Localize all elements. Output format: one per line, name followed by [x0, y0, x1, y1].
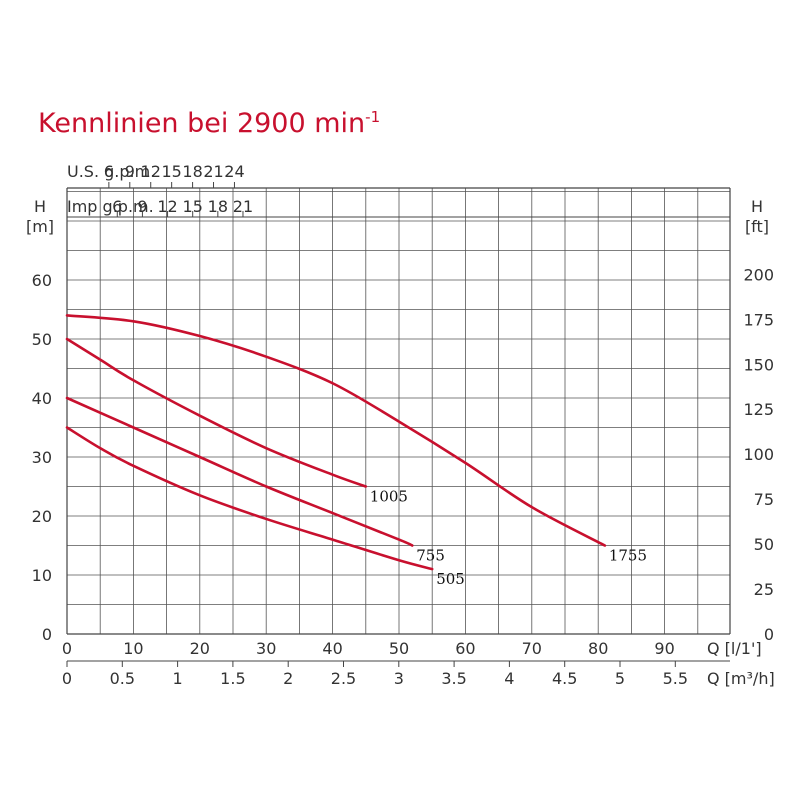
head-ft-axis-top: H	[751, 197, 763, 216]
grid-lines	[67, 188, 730, 634]
m3h-tick-label: 1.5	[220, 669, 245, 688]
series-label-1005: 1005	[370, 488, 408, 506]
usgpm-tick-label: 15	[161, 162, 181, 181]
axis-tick-labels: 6 9 12 15 18 21 246 9 12 15 18 210 10 20 30 40 50 60 70 80 9…	[32, 162, 774, 688]
m3h-tick-label: 4	[504, 669, 514, 688]
head-m-axis-top: H	[34, 197, 46, 216]
series-line-1755	[65, 314, 607, 547]
head-ft-tick-label: 100	[743, 445, 774, 464]
head-ft-tick-label: 75	[754, 490, 774, 509]
m3h-tick-label: 1	[173, 669, 183, 688]
head-ft-tick-label: 150	[743, 355, 774, 374]
m3h-axis-label: Q [m³/h]	[707, 669, 775, 688]
axis-labels: U.S. g.p.m.Imp g.p.m.Q [l/1']Q [m³/h]H[m…	[26, 162, 775, 688]
m3h-tick-label: 0	[62, 669, 72, 688]
m3h-tick-label: 3.5	[441, 669, 466, 688]
flow-tick-label: 80	[588, 639, 608, 658]
m3h-tick-label: 4.5	[552, 669, 577, 688]
usgpm-tick-label: 21	[203, 162, 223, 181]
usgpm-tick-label: 24	[224, 162, 244, 181]
series-label-755: 755	[416, 547, 445, 565]
flow-tick-label: 20	[190, 639, 210, 658]
m3h-tick-label: 3	[394, 669, 404, 688]
flow-tick-label: 0	[62, 639, 72, 658]
impgpm-axis-label: Imp g.p.m.	[67, 197, 154, 216]
head-m-tick-label: 0	[42, 625, 52, 644]
flow-tick-label: 10	[123, 639, 143, 658]
series-labels: 505 755 1005 1755	[370, 488, 647, 589]
impgpm-tick-label: 18	[208, 197, 228, 216]
flow-tick-label: 30	[256, 639, 276, 658]
head-m-tick-label: 10	[32, 566, 52, 585]
head-ft-tick-label: 125	[743, 400, 774, 419]
head-m-tick-label: 30	[32, 448, 52, 467]
usgpm-axis-label: U.S. g.p.m.	[67, 162, 155, 181]
impgpm-tick-label: 9	[137, 197, 147, 216]
flow-tick-label: 40	[322, 639, 342, 658]
head-ft-tick-label: 200	[743, 265, 774, 284]
head-ft-tick-label: 175	[743, 310, 774, 329]
m3h-tick-label: 0.5	[110, 669, 135, 688]
impgpm-tick-label: 12	[157, 197, 177, 216]
flow-tick-label: 50	[389, 639, 409, 658]
series-label-1755: 1755	[609, 547, 647, 565]
m3h-tick-label: 5.5	[663, 669, 688, 688]
head-m-tick-label: 40	[32, 389, 52, 408]
usgpm-tick-label: 6	[104, 162, 114, 181]
m3h-tick-label: 5	[615, 669, 625, 688]
usgpm-tick-label: 12	[141, 162, 161, 181]
series-line-505	[65, 426, 434, 571]
m3h-tick-label: 2	[283, 669, 293, 688]
series-lines	[65, 314, 607, 571]
impgpm-tick-label: 15	[183, 197, 203, 216]
flow-tick-label: 70	[522, 639, 542, 658]
head-m-tick-label: 60	[32, 271, 52, 290]
usgpm-tick-label: 18	[182, 162, 202, 181]
impgpm-tick-label: 21	[233, 197, 253, 216]
chart-frame	[66, 182, 731, 667]
head-m-axis-unit: [m]	[26, 217, 54, 236]
chart-title: Kennlinien bei 2900 min-1	[38, 108, 381, 139]
head-ft-tick-label: 0	[764, 625, 774, 644]
usgpm-tick-label: 9	[125, 162, 135, 181]
series-line-1005	[65, 337, 368, 488]
head-ft-tick-label: 25	[754, 580, 774, 599]
m3h-tick-label: 2.5	[331, 669, 356, 688]
flow-tick-label: 60	[455, 639, 475, 658]
head-m-tick-label: 20	[32, 507, 52, 526]
flow-tick-label: 90	[654, 639, 674, 658]
impgpm-tick-label: 6	[112, 197, 122, 216]
head-ft-axis-unit: [ft]	[745, 217, 769, 236]
series-label-505: 505	[436, 570, 465, 588]
head-m-tick-label: 50	[32, 330, 52, 349]
flow-axis-label: Q [l/1']	[707, 639, 762, 658]
head-ft-tick-label: 50	[754, 535, 774, 554]
series-line-755	[65, 396, 414, 547]
